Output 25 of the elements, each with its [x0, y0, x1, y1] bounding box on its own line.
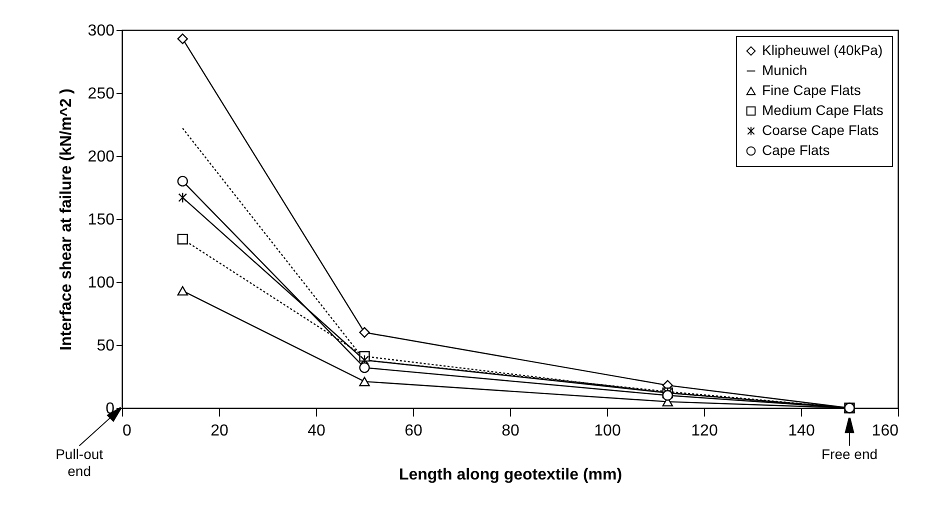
- text: Pull-out end: [56, 446, 104, 479]
- x-tick-label: 160: [872, 422, 899, 440]
- legend-label: Medium Cape Flats: [762, 102, 884, 118]
- legend-label: Munich: [762, 62, 808, 78]
- annotation: Free end: [821, 446, 878, 462]
- y-tick-label: 300: [88, 22, 115, 40]
- legend-label: Coarse Cape Flats: [762, 122, 879, 138]
- x-axis-title: Length along geotextile (mm): [398, 466, 622, 484]
- y-tick-label: 100: [88, 274, 115, 292]
- x-tick-label: 40: [308, 422, 326, 440]
- y-tick-label: 50: [96, 338, 115, 354]
- x-tick-label: 120: [691, 422, 718, 440]
- legend-label: Fine Cape Flats: [762, 82, 861, 98]
- x-tick-label: 0: [122, 422, 132, 440]
- y-tick-label: 150: [88, 212, 115, 228]
- x-tick-label: 80: [502, 422, 520, 440]
- x-tick-label: 20: [210, 422, 228, 440]
- legend-label: Cape Flats: [762, 142, 830, 158]
- legend-label: Klipheuwel (40kPa): [762, 42, 883, 58]
- y-axis-title: Interface shear at failure (kN/m^2 ): [58, 88, 75, 350]
- x-tick-label: 140: [788, 422, 815, 440]
- x-tick-label: 100: [594, 422, 621, 440]
- x-tick-label: 60: [404, 422, 422, 440]
- y-tick-label: 200: [88, 148, 115, 166]
- y-tick-label: 250: [88, 86, 115, 102]
